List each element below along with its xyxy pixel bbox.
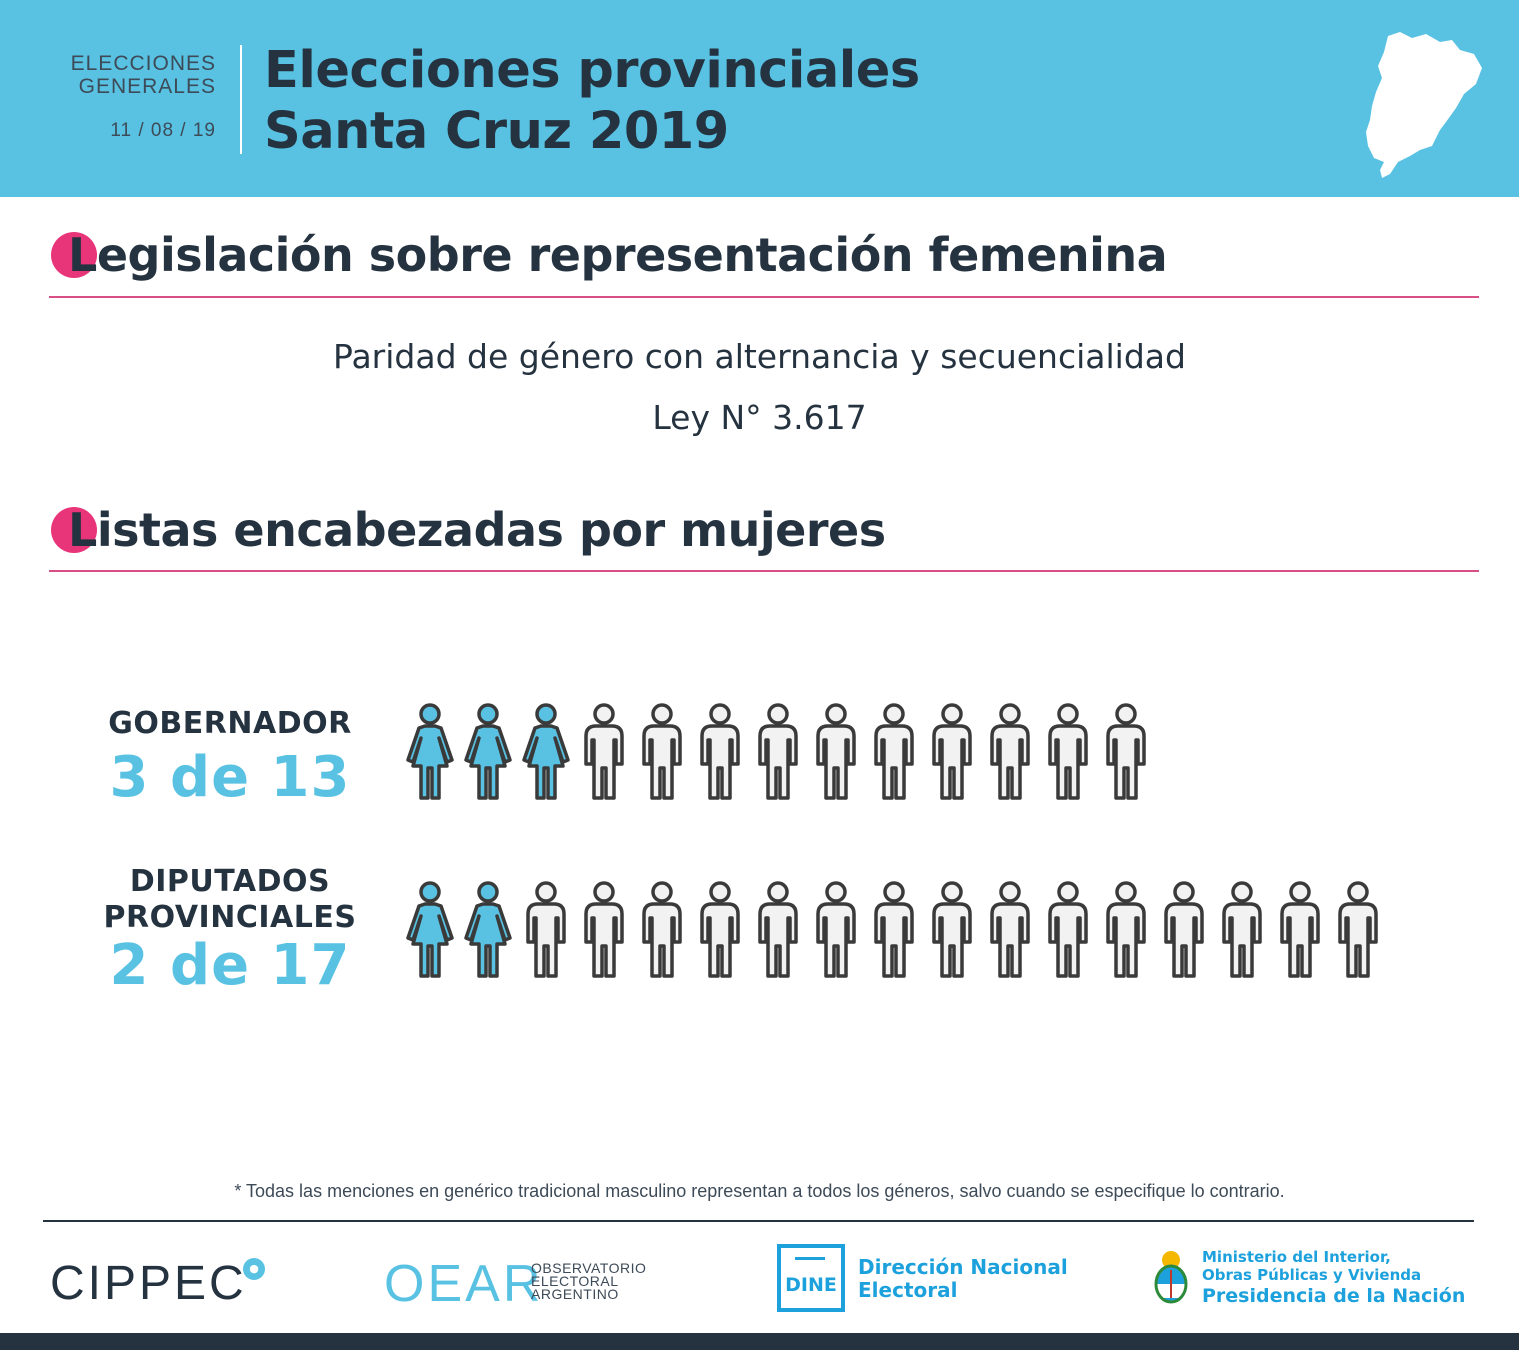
title-line-2: Santa Cruz 2019 [264, 102, 729, 161]
oear-subtitle: OBSERVATORIO ELECTORAL ARGENTINO [531, 1260, 647, 1302]
election-kicker: ELECCIONES GENERALES 11 / 08 / 19 [71, 52, 216, 142]
man-icon [816, 881, 856, 978]
deputies-category-line-2: PROVINCIALES [103, 900, 357, 935]
woman-icon [522, 703, 570, 800]
man-icon [874, 881, 914, 978]
cippec-logo: CIPPEC [50, 1257, 247, 1310]
dine-name: Dirección Nacional Electoral [858, 1256, 1068, 1302]
man-icon [1048, 881, 1088, 978]
man-icon [1106, 703, 1146, 800]
man-icon [932, 703, 972, 800]
man-icon [1048, 703, 1088, 800]
page-title: Elecciones provinciales Santa Cruz 2019 [264, 40, 920, 162]
heading-bullet-dot [51, 232, 97, 278]
woman-icon [464, 703, 512, 800]
lists-heading: Listas encabezadas por mujeres [51, 503, 886, 557]
man-icon [990, 881, 1030, 978]
header-divider [240, 45, 242, 154]
man-icon [990, 703, 1030, 800]
deputies-label: DIPUTADOS PROVINCIALES 2 de 17 [90, 864, 370, 996]
deputies-category-line-1: DIPUTADOS [129, 864, 331, 899]
footer-divider [43, 1220, 1474, 1222]
man-icon [1338, 881, 1378, 978]
man-icon [584, 881, 624, 978]
santa-cruz-map-icon [1366, 32, 1482, 178]
man-icon [526, 881, 566, 978]
ministry-logo-text: Ministerio del Interior, Obras Públicas … [1202, 1248, 1465, 1308]
man-icon [932, 881, 972, 978]
law-number: Ley N° 3.617 [652, 398, 867, 437]
man-icon [700, 881, 740, 978]
deputies-count: 2 de 17 [109, 933, 351, 998]
title-line-1: Elecciones provinciales [264, 41, 920, 100]
man-icon [1280, 881, 1320, 978]
election-date: 11 / 08 / 19 [110, 120, 216, 141]
heading-initial: L [68, 228, 97, 282]
section-divider [49, 570, 1479, 572]
heading-bullet-dot [51, 507, 97, 553]
oear-line-2: ELECTORAL [531, 1273, 619, 1289]
governor-pictogram-row [406, 703, 1146, 800]
heading-rest: egislación sobre representación femenina [96, 228, 1168, 282]
section-divider [49, 296, 1479, 298]
dine-line-1: Dirección Nacional [858, 1255, 1068, 1279]
header-banner: ELECCIONES GENERALES 11 / 08 / 19 Elecci… [0, 0, 1519, 197]
governor-count: 3 de 13 [109, 745, 351, 810]
ministry-line-3: Presidencia de la Nación [1202, 1285, 1466, 1307]
woman-icon [464, 881, 512, 978]
oear-line-3: ARGENTINO [531, 1286, 619, 1302]
man-icon [700, 703, 740, 800]
man-icon [1164, 881, 1204, 978]
heading-initial: L [68, 503, 97, 557]
man-icon [1106, 881, 1146, 978]
gender-footnote: * Todas las menciones en genérico tradic… [234, 1181, 1285, 1201]
kicker-line-1: ELECCIONES [70, 52, 216, 75]
kicker-line-2: GENERALES [78, 75, 216, 98]
woman-icon [406, 703, 454, 800]
national-coat-of-arms-icon [1154, 1251, 1188, 1304]
man-icon [584, 703, 624, 800]
dine-line-2: Electoral [858, 1278, 958, 1302]
man-icon [758, 881, 798, 978]
man-icon [758, 703, 798, 800]
man-icon [874, 703, 914, 800]
legislation-description: Paridad de género con alternancia y secu… [333, 337, 1186, 376]
cippec-badge-icon: ● [243, 1258, 265, 1280]
ministry-line-1: Ministerio del Interior, [1202, 1248, 1391, 1266]
dine-logo: DINE [777, 1244, 845, 1312]
man-icon [1222, 881, 1262, 978]
deputies-pictogram-row [406, 881, 1378, 978]
oear-logo: OEAR [384, 1255, 544, 1313]
legislation-heading: Legislación sobre representación femenin… [51, 228, 1168, 282]
man-icon [642, 881, 682, 978]
woman-icon [406, 881, 454, 978]
governor-category: GOBERNADOR [108, 706, 352, 741]
man-icon [642, 703, 682, 800]
heading-rest: istas encabezadas por mujeres [96, 503, 886, 557]
ministry-line-2: Obras Públicas y Vivienda [1202, 1266, 1422, 1284]
man-icon [816, 703, 856, 800]
oear-line-1: OBSERVATORIO [531, 1260, 647, 1276]
governor-label: GOBERNADOR 3 de 13 [90, 706, 370, 808]
bottom-bar [0, 1333, 1519, 1350]
